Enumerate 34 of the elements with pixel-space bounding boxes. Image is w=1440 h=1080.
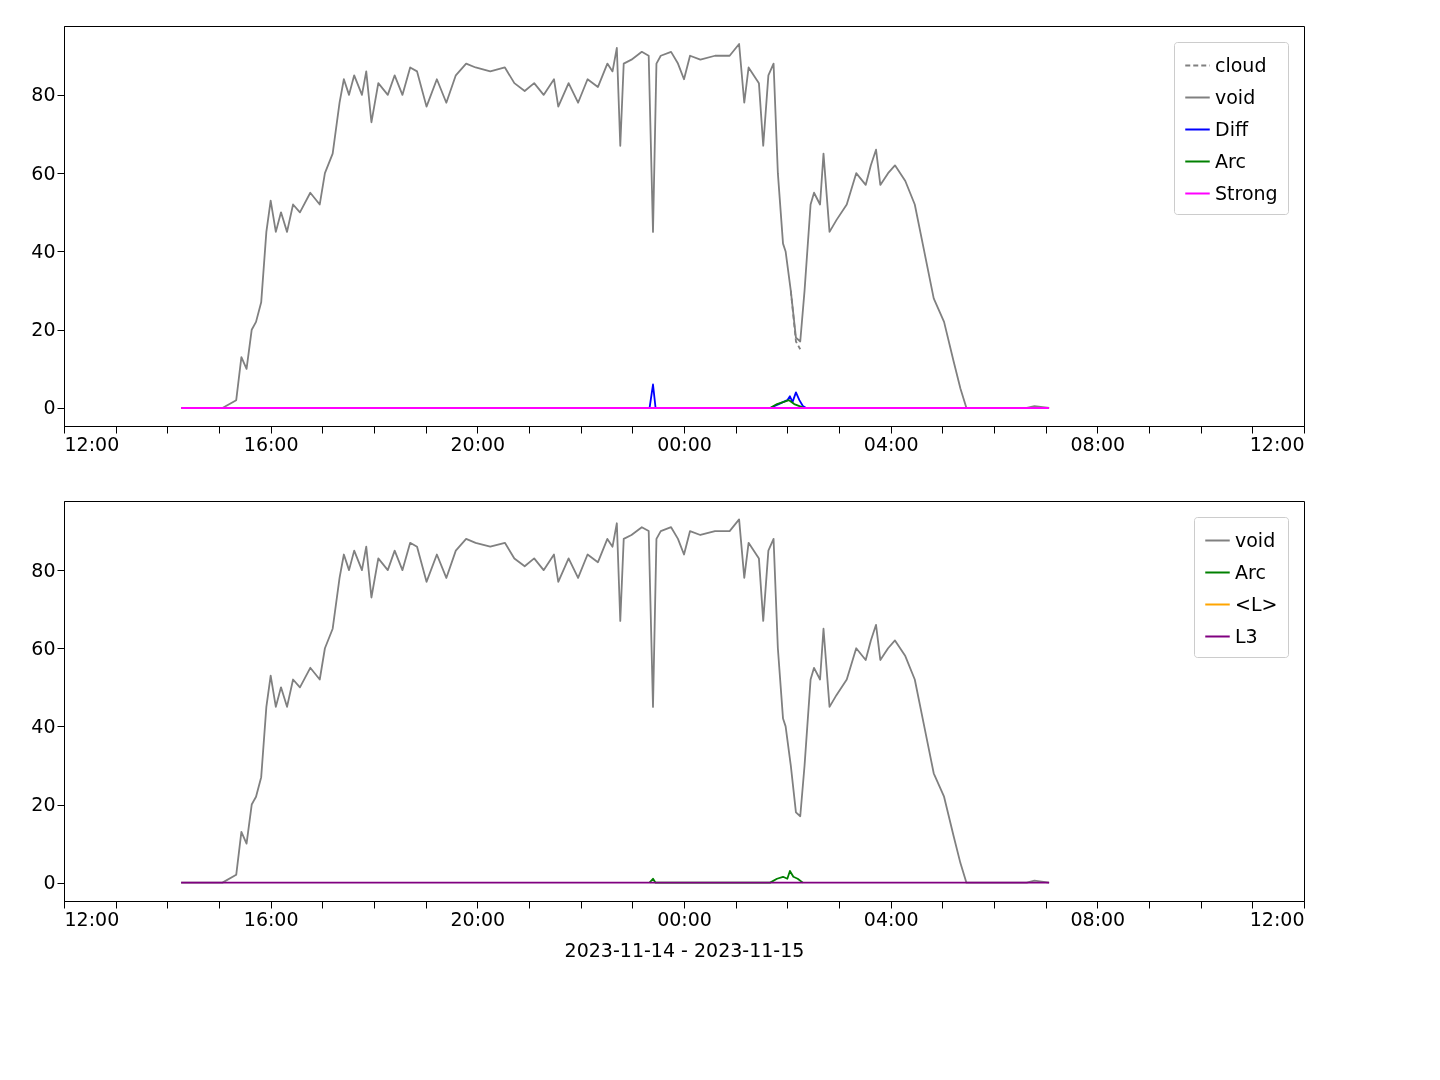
y-tick-label: 60	[31, 161, 56, 184]
y-tick-label: 80	[31, 83, 56, 106]
legend-label: Arc	[1215, 149, 1246, 172]
x-tick-label: 16:00	[243, 432, 299, 455]
x-tick-label: 12:00	[1249, 432, 1305, 455]
legend-label: Diff	[1215, 117, 1249, 140]
x-tick-label: 12:00	[1249, 907, 1305, 930]
legend-label: void	[1235, 528, 1276, 551]
x-tick-label: 20:00	[450, 907, 506, 930]
x-tick-label: 08:00	[1070, 432, 1126, 455]
x-tick-label: 16:00	[243, 907, 299, 930]
y-tick-label: 40	[31, 714, 56, 737]
x-tick-label: 08:00	[1070, 907, 1126, 930]
x-tick-label: 20:00	[450, 432, 506, 455]
x-tick-label: 00:00	[657, 432, 712, 455]
x-axis-title: 2023-11-14 - 2023-11-15	[564, 938, 805, 961]
x-tick-label: 12:00	[64, 907, 120, 930]
legend-label: Arc	[1235, 560, 1266, 583]
legend-label: cloud	[1215, 53, 1267, 76]
x-tick-label: 00:00	[657, 907, 712, 930]
x-tick-label: 04:00	[863, 432, 919, 455]
legend-label: Strong	[1215, 181, 1278, 204]
x-tick-label: 04:00	[863, 907, 919, 930]
legend-label: <L>	[1235, 592, 1278, 615]
y-tick-label: 80	[31, 558, 56, 581]
y-tick-label: 0	[43, 871, 56, 894]
legend-label: L3	[1235, 624, 1258, 647]
legend-label: void	[1215, 85, 1256, 108]
y-tick-label: 0	[43, 396, 56, 419]
x-tick-label: 12:00	[64, 432, 120, 455]
y-tick-label: 60	[31, 636, 56, 659]
y-tick-label: 40	[31, 239, 56, 262]
y-tick-label: 20	[31, 793, 56, 816]
y-tick-label: 20	[31, 318, 56, 341]
